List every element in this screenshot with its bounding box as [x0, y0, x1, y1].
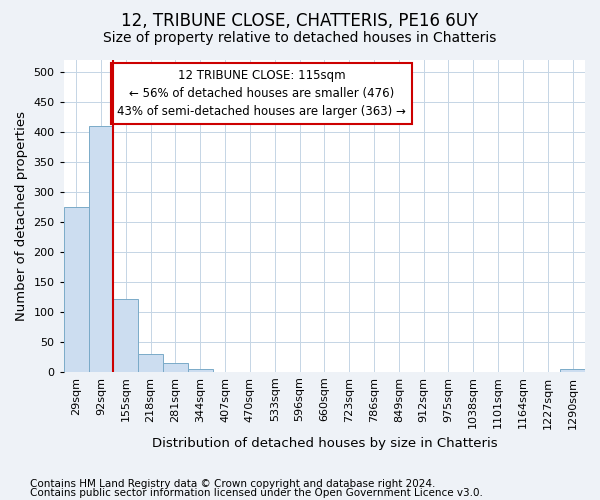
- Bar: [89, 126, 113, 372]
- Text: 12, TRIBUNE CLOSE, CHATTERIS, PE16 6UY: 12, TRIBUNE CLOSE, CHATTERIS, PE16 6UY: [121, 12, 479, 30]
- Text: Contains HM Land Registry data © Crown copyright and database right 2024.: Contains HM Land Registry data © Crown c…: [30, 479, 436, 489]
- Y-axis label: Number of detached properties: Number of detached properties: [15, 111, 28, 321]
- Bar: [138, 354, 163, 372]
- Bar: [560, 368, 585, 372]
- Bar: [113, 298, 138, 372]
- Text: Size of property relative to detached houses in Chatteris: Size of property relative to detached ho…: [103, 31, 497, 45]
- Bar: [163, 362, 188, 372]
- Text: 12 TRIBUNE CLOSE: 115sqm
← 56% of detached houses are smaller (476)
43% of semi-: 12 TRIBUNE CLOSE: 115sqm ← 56% of detach…: [118, 70, 406, 118]
- X-axis label: Distribution of detached houses by size in Chatteris: Distribution of detached houses by size …: [152, 437, 497, 450]
- Text: Contains public sector information licensed under the Open Government Licence v3: Contains public sector information licen…: [30, 488, 483, 498]
- Bar: [64, 207, 89, 372]
- Bar: [188, 370, 212, 372]
